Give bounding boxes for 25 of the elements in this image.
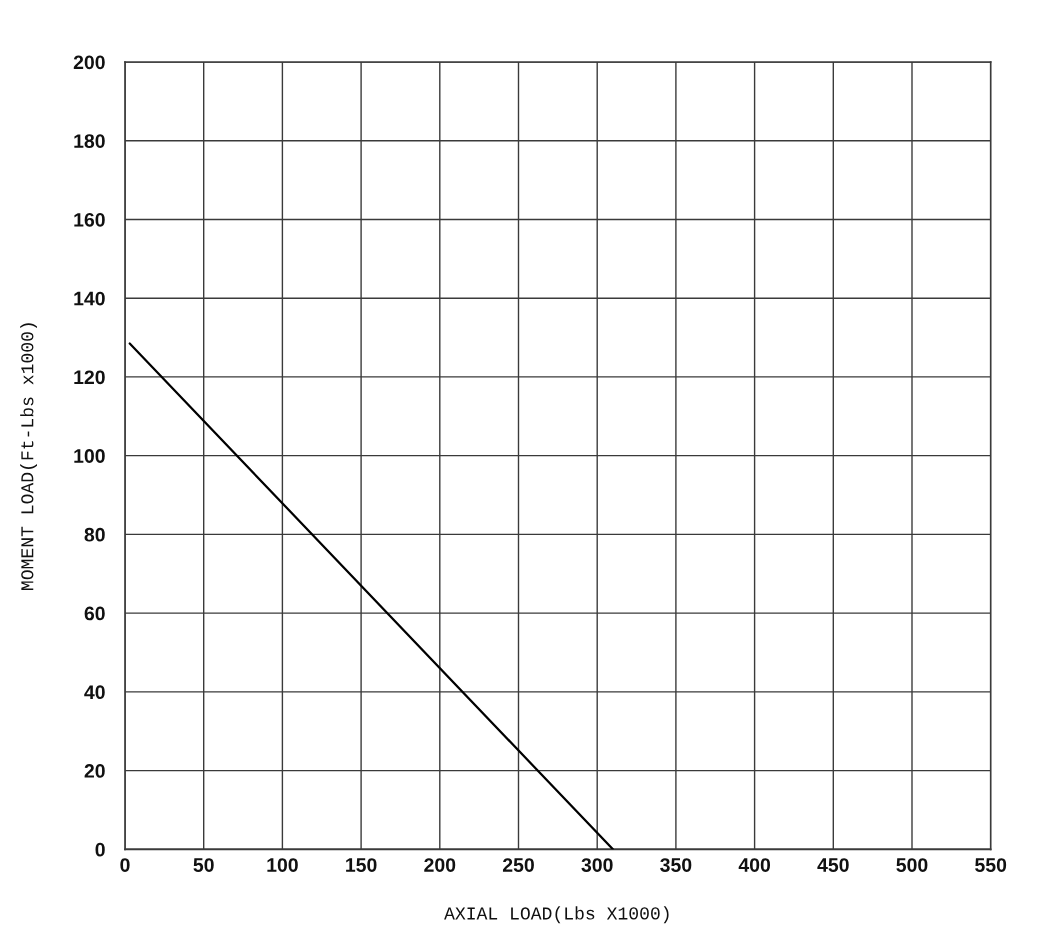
y-tick-label: 180 [74, 134, 105, 148]
y-tick-label: 100 [74, 449, 105, 463]
y-tick-label: 80 [84, 527, 105, 542]
y-tick-label: 120 [74, 370, 105, 385]
x-tick-label: 200 [424, 858, 456, 872]
y-tick-label: 200 [73, 55, 105, 70]
y-axis-title: MOMENT LOAD(Ft-Lbs x1000) [20, 323, 38, 590]
x-tick-label: 550 [975, 858, 1007, 872]
x-tick-label: 50 [193, 858, 214, 872]
x-tick-label: 400 [738, 858, 771, 872]
y-tick-label: 40 [84, 685, 105, 700]
x-axis-title: AXIAL LOAD(Lbs X1000) [444, 906, 669, 924]
x-tick-label: 500 [896, 858, 928, 872]
y-tick-label: 160 [74, 212, 105, 227]
x-tick-label: 150 [346, 858, 377, 872]
y-tick-label: 20 [84, 764, 105, 778]
x-tick-label: 300 [581, 858, 613, 872]
x-tick-label: 250 [502, 858, 534, 872]
x-tick-label: 100 [267, 858, 298, 872]
x-tick-label: 450 [817, 858, 849, 872]
x-tick-label: 350 [660, 858, 692, 872]
y-tick-label: 60 [84, 606, 105, 621]
y-tick-label: 0 [95, 842, 105, 857]
y-tick-label: 140 [74, 291, 105, 306]
x-tick-label: 0 [120, 858, 130, 872]
